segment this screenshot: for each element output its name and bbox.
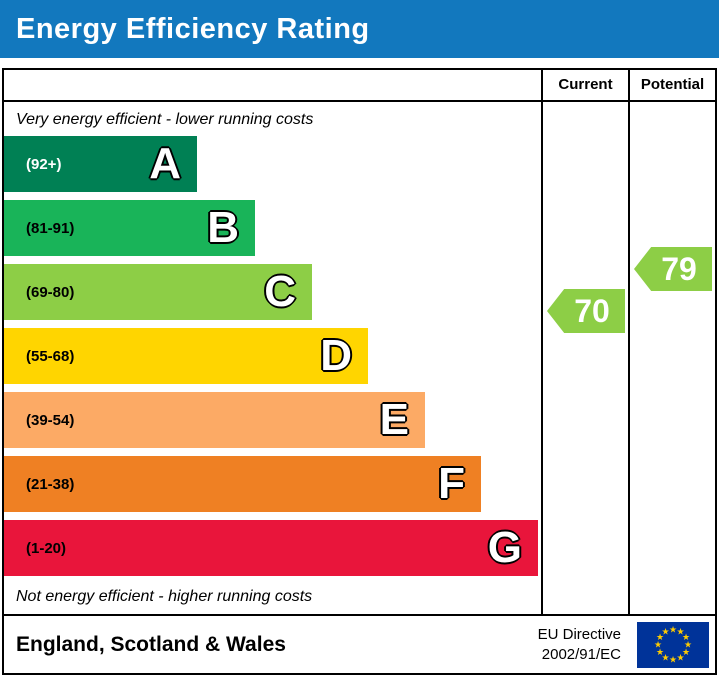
band-range: (55-68) bbox=[26, 347, 75, 365]
eu-flag-star: ★ bbox=[668, 624, 678, 634]
potential-column: Potential 79 bbox=[628, 70, 715, 614]
band-row-E: (39-54) E bbox=[4, 392, 541, 456]
current-column-header: Current bbox=[543, 70, 628, 102]
band-letter: B bbox=[207, 203, 239, 252]
band-G: (1-20) G bbox=[4, 520, 538, 576]
potential-pointer-area: 79 bbox=[630, 102, 715, 614]
current-pointer-area: 70 bbox=[543, 102, 628, 614]
band-range: (69-80) bbox=[26, 283, 75, 301]
band-A: (92+) A bbox=[4, 136, 197, 192]
region-label: England, Scotland & Wales bbox=[16, 632, 286, 656]
band-range: (1-20) bbox=[26, 539, 67, 557]
potential-column-header: Potential bbox=[630, 70, 715, 102]
eu-flag-star: ★ bbox=[655, 646, 665, 657]
band-C: (69-80) C bbox=[4, 264, 312, 320]
bottom-note: Not energy efficient - higher running co… bbox=[16, 588, 313, 605]
footer: England, Scotland & Wales EU Directive 2… bbox=[2, 614, 717, 675]
band-range: (81-91) bbox=[26, 219, 75, 237]
band-B: (81-91) B bbox=[4, 200, 255, 256]
bands-column: Very energy efficient - lower running co… bbox=[4, 70, 541, 614]
eu-flag-star: ★ bbox=[681, 631, 691, 642]
top-note: Very energy efficient - lower running co… bbox=[16, 111, 314, 128]
bands: (92+) A (81-91) B (69-80) C (55-68) D (39-54) E (2… bbox=[4, 136, 541, 584]
band-D: (55-68) D bbox=[4, 328, 368, 384]
eu-directive-line2: 2002/91/EC bbox=[541, 645, 621, 663]
band-row-F: (21-38) F bbox=[4, 456, 541, 520]
band-row-G: (1-20) G bbox=[4, 520, 541, 584]
eu-flag: ★ ★ ★ ★ ★ ★ ★ ★ ★ ★ ★ ★ bbox=[637, 621, 709, 668]
band-range: (39-54) bbox=[26, 411, 75, 429]
eu-flag-star: ★ bbox=[681, 646, 691, 657]
band-E: (39-54) E bbox=[4, 392, 425, 448]
eu-flag-star: ★ bbox=[668, 654, 678, 664]
band-range: (21-38) bbox=[26, 475, 75, 493]
eu-flag-star: ★ bbox=[653, 639, 663, 649]
header: Energy Efficiency Rating bbox=[0, 0, 719, 58]
band-letter: C bbox=[264, 267, 296, 316]
band-letter: E bbox=[379, 395, 409, 444]
bands-area: Very energy efficient - lower running co… bbox=[4, 102, 541, 614]
eu-directive-line1: EU Directive bbox=[537, 626, 621, 643]
band-letter: G bbox=[487, 523, 522, 572]
eu-flag-star: ★ bbox=[661, 626, 670, 637]
band-range: (92+) bbox=[26, 155, 62, 173]
current-column: Current 70 bbox=[541, 70, 628, 614]
potential-pointer: 79 bbox=[634, 247, 712, 291]
band-row-C: (69-80) C bbox=[4, 264, 541, 328]
eu-flag-star: ★ bbox=[683, 639, 693, 649]
band-row-D: (55-68) D bbox=[4, 328, 541, 392]
eu-directive-label: EU Directive 2002/91/EC bbox=[538, 625, 621, 664]
eu-flag-star: ★ bbox=[676, 626, 685, 637]
eu-flag-star: ★ bbox=[655, 631, 665, 642]
corner-cell bbox=[4, 70, 541, 102]
band-F: (21-38) F bbox=[4, 456, 481, 512]
rating-chart: Very energy efficient - lower running co… bbox=[2, 68, 717, 616]
band-letter: F bbox=[438, 459, 465, 508]
current-pointer: 70 bbox=[547, 289, 625, 333]
band-row-A: (92+) A bbox=[4, 136, 541, 200]
band-letter: A bbox=[149, 139, 181, 188]
eu-flag-star: ★ bbox=[676, 651, 685, 662]
eu-flag-star: ★ bbox=[661, 651, 670, 662]
band-row-B: (81-91) B bbox=[4, 200, 541, 264]
band-letter: D bbox=[320, 331, 352, 380]
page-title: Energy Efficiency Rating bbox=[16, 12, 370, 45]
